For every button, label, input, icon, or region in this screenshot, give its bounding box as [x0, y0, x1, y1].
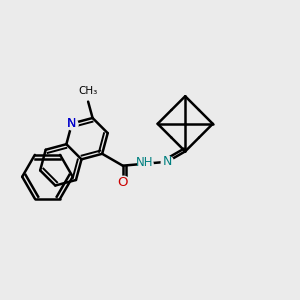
Text: CH₃: CH₃	[79, 86, 98, 96]
Text: N: N	[163, 155, 172, 168]
Text: N: N	[67, 117, 76, 130]
Text: NH: NH	[136, 156, 154, 169]
Text: N: N	[67, 117, 76, 130]
Text: O: O	[118, 176, 128, 188]
